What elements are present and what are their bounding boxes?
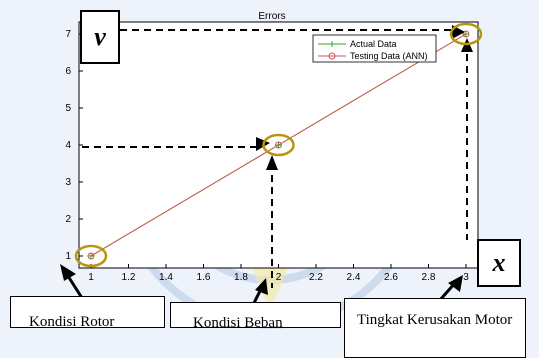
variable-x-label: x	[477, 239, 521, 287]
callout-kondisi-rotor: Kondisi Rotor	[10, 296, 165, 328]
x-tick-label: 2.4	[347, 272, 361, 283]
x-tick-label: 1	[88, 272, 94, 283]
data-point	[328, 52, 336, 60]
callout-kondisi-beban: Kondisi Beban	[170, 302, 341, 328]
x-tick-label: 2.8	[422, 272, 436, 283]
data-point	[275, 141, 282, 149]
y-tick-label: 3	[65, 177, 71, 188]
y-tick-label: 1	[65, 251, 71, 262]
legend-box	[312, 34, 437, 63]
x-tick-label: 3	[463, 272, 469, 283]
legend-entry-testing-data: Testing Data (ANN)	[350, 51, 428, 61]
y-tick-label: 5	[65, 103, 71, 114]
highlight-ellipses	[74, 22, 483, 268]
x-tick-label: 2.6	[384, 272, 398, 283]
y-tick-label: 4	[65, 140, 71, 151]
highlight-ellipse	[74, 244, 108, 268]
legend: Actual Data Testing Data (ANN)	[312, 34, 437, 63]
y-tick-label: 7	[65, 29, 71, 40]
x-tick-label: 2	[276, 272, 282, 283]
callout-tingkat-kerusakan: Tingkat Kerusakan Motor	[344, 298, 526, 358]
dashed-guide-lines	[82, 29, 468, 288]
data-point	[87, 252, 95, 260]
x-tick-label: 1.6	[197, 272, 211, 283]
variable-y-label: v	[80, 10, 120, 64]
y-tick-label: 2	[65, 214, 71, 225]
highlight-ellipse	[262, 133, 295, 157]
data-point	[329, 41, 335, 47]
x-tick-label: 1.8	[234, 272, 248, 283]
legend-entry-actual-data: Actual Data	[350, 39, 397, 49]
x-tick-label: 1.4	[159, 272, 173, 283]
highlight-ellipse	[449, 22, 483, 46]
y-tick-label: 6	[65, 66, 71, 77]
data-point	[462, 30, 470, 38]
x-tick-label: 2.2	[309, 272, 323, 283]
chart-title: Errors	[258, 11, 285, 22]
x-tick-label: 1.2	[122, 272, 136, 283]
series-line-1	[90, 33, 467, 257]
